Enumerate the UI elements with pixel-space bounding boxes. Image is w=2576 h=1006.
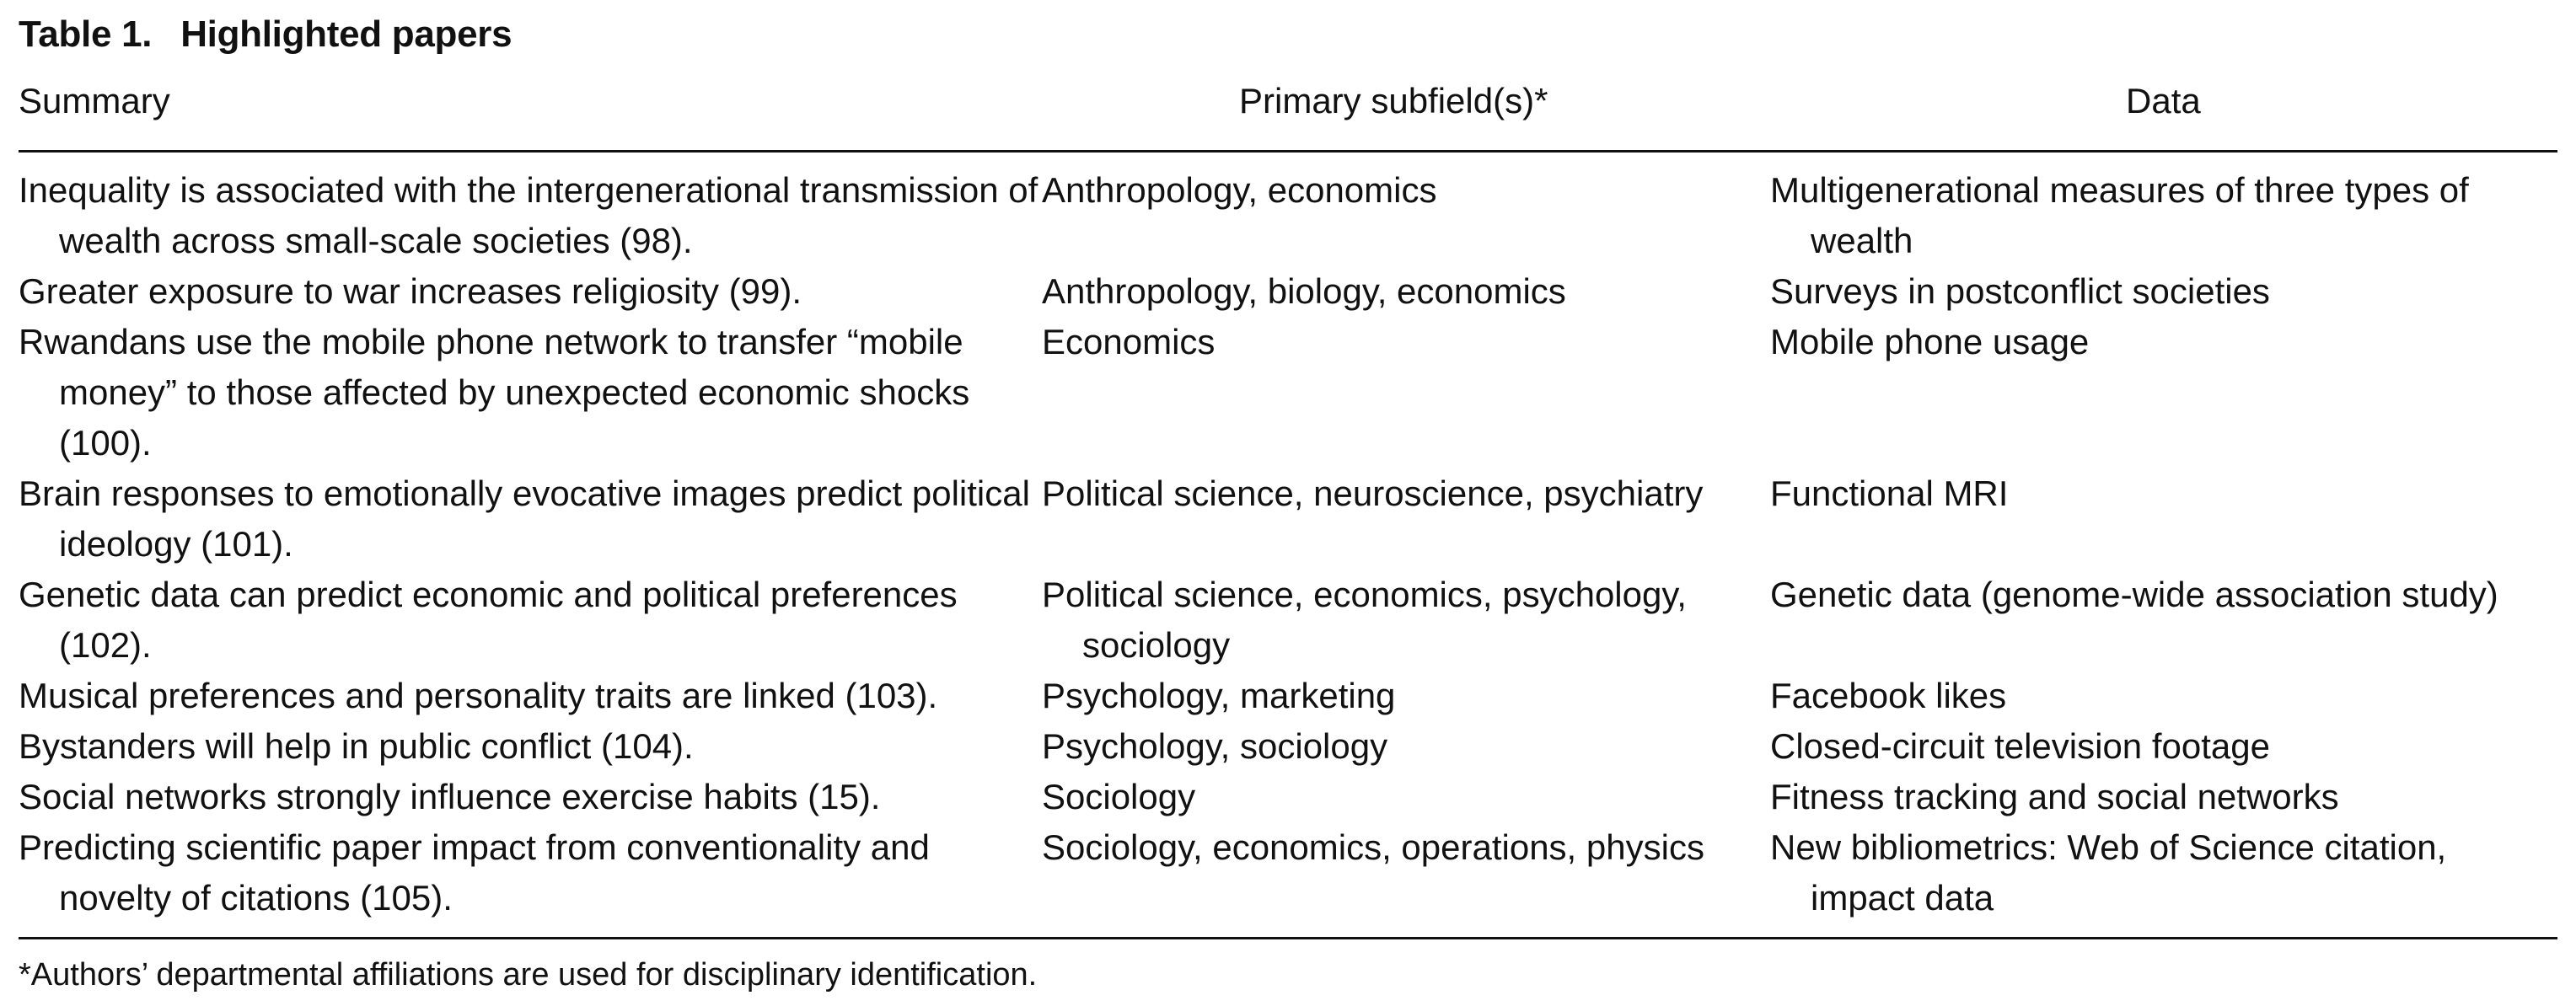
summary-cell: Genetic data can predict economic and po… (19, 575, 958, 665)
header-data: Data (2126, 81, 2201, 120)
header-subfields: Primary subfield(s)* (1239, 81, 1548, 120)
table-row: Inequality is associated with the interg… (19, 165, 2557, 266)
subfields-cell: Economics (1042, 322, 1216, 361)
summary-cell: Greater exposure to war increases religi… (19, 271, 802, 311)
data-cell: Functional MRI (1770, 474, 2009, 513)
data-cell: Closed-circuit television footage (1770, 726, 2270, 766)
header-summary: Summary (19, 81, 170, 120)
table-row: Genetic data can predict economic and po… (19, 570, 2557, 671)
table-row: Greater exposure to war increases religi… (19, 266, 2557, 317)
subfields-cell: Psychology, marketing (1042, 676, 1396, 715)
header-rule (19, 150, 2557, 153)
subfields-cell: Sociology (1042, 777, 1196, 816)
bottom-rule (19, 937, 2557, 939)
subfields-cell: Anthropology, economics (1042, 170, 1437, 210)
data-cell: Facebook likes (1770, 676, 2007, 715)
table-number: Table 1. (19, 13, 153, 55)
summary-cell: Predicting scientific paper impact from … (19, 827, 930, 918)
data-cell: Surveys in postconflict societies (1770, 271, 2270, 311)
table-row: Rwandans use the mobile phone network to… (19, 317, 2557, 468)
table-caption: Table 1. Highlighted papers (19, 13, 513, 56)
summary-cell: Bystanders will help in public conflict … (19, 726, 694, 766)
data-cell: Multigenerational measures of three type… (1770, 170, 2469, 260)
data-cell: New bibliometrics: Web of Science citati… (1770, 827, 2447, 918)
table-row: Predicting scientific paper impact from … (19, 822, 2557, 923)
summary-cell: Rwandans use the mobile phone network to… (19, 322, 970, 463)
table-row: Musical preferences and personality trai… (19, 671, 2557, 721)
subfields-cell: Psychology, sociology (1042, 726, 1388, 766)
table-footnote: *Authors’ departmental affiliations are … (19, 957, 1038, 993)
subfields-cell: Political science, neuroscience, psychia… (1042, 474, 1704, 513)
summary-cell: Musical preferences and personality trai… (19, 676, 938, 715)
table-header-row: Summary Primary subfield(s)* Data (19, 81, 2557, 133)
data-cell: Fitness tracking and social networks (1770, 777, 2339, 816)
table-body: Inequality is associated with the interg… (19, 165, 2557, 923)
subfields-cell: Anthropology, biology, economics (1042, 271, 1566, 311)
summary-cell: Brain responses to emotionally evocative… (19, 474, 1030, 564)
table-title: Highlighted papers (180, 13, 513, 55)
table-row: Bystanders will help in public conflict … (19, 721, 2557, 772)
data-cell: Genetic data (genome-wide association st… (1770, 575, 2498, 614)
summary-cell: Inequality is associated with the interg… (19, 170, 1038, 260)
table-row: Social networks strongly influence exerc… (19, 772, 2557, 822)
subfields-cell: Political science, economics, psychology… (1042, 575, 1687, 665)
data-cell: Mobile phone usage (1770, 322, 2090, 361)
table-row: Brain responses to emotionally evocative… (19, 468, 2557, 570)
summary-cell: Social networks strongly influence exerc… (19, 777, 881, 816)
subfields-cell: Sociology, economics, operations, physic… (1042, 827, 1704, 867)
